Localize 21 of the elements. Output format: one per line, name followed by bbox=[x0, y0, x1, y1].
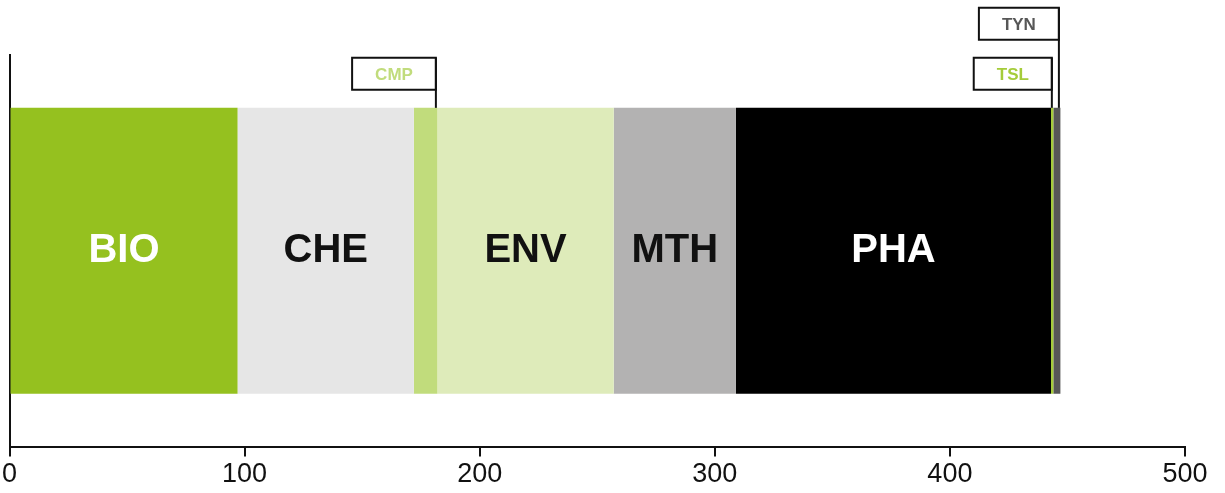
x-tick-label: 200 bbox=[457, 458, 503, 489]
x-tick-label: 400 bbox=[927, 458, 973, 489]
x-tick-label: 0 bbox=[1, 458, 18, 489]
bar bbox=[613, 107, 736, 394]
text: TYN bbox=[1001, 14, 1036, 34]
bar bbox=[237, 107, 414, 394]
series-label: ENV bbox=[484, 225, 567, 270]
series-label: CMP bbox=[375, 64, 413, 84]
series-label: TSL bbox=[996, 64, 1029, 84]
x-tick-label: 100 bbox=[222, 458, 268, 489]
bar bbox=[10, 107, 238, 394]
bar bbox=[735, 107, 1051, 394]
bar bbox=[437, 107, 614, 394]
bar bbox=[413, 107, 438, 394]
series-label: MTH bbox=[631, 225, 719, 270]
series-label: BIO bbox=[88, 225, 160, 270]
series-label: PHA bbox=[851, 225, 936, 270]
bar bbox=[1053, 107, 1061, 394]
series-label: CHE bbox=[283, 225, 368, 270]
x-tick-label: 300 bbox=[692, 458, 738, 489]
x-tick-label: 500 bbox=[1162, 458, 1208, 489]
